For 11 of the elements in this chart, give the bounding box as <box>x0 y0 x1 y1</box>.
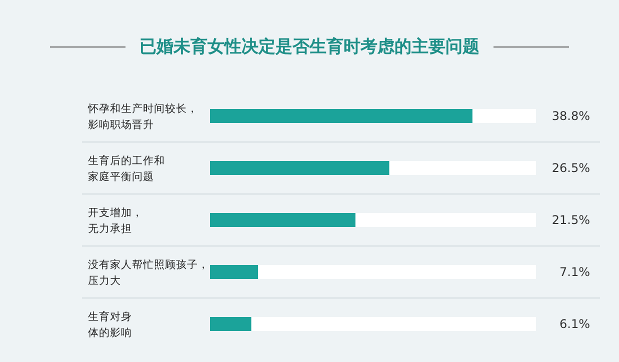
data-label: 6.1% <box>560 317 590 331</box>
data-label: 21.5% <box>552 213 590 227</box>
data-label: 26.5% <box>552 161 590 175</box>
data-label: 38.8% <box>552 109 590 123</box>
y-tick-label: 没有家人帮忙照顾孩子，压力大 <box>88 258 209 287</box>
chart-title: 已婚未育女性决定是否生育时考虑的主要问题 <box>140 36 480 57</box>
y-tick-label: 生育后的工作和家庭平衡问题 <box>88 154 165 183</box>
y-tick-label: 生育对身体的影响 <box>88 310 132 339</box>
y-tick-label: 开支增加，无力承担 <box>88 206 143 235</box>
y-tick-label: 怀孕和生产时间较长，影响职场晋升 <box>87 102 198 131</box>
data-label: 7.1% <box>560 265 590 279</box>
